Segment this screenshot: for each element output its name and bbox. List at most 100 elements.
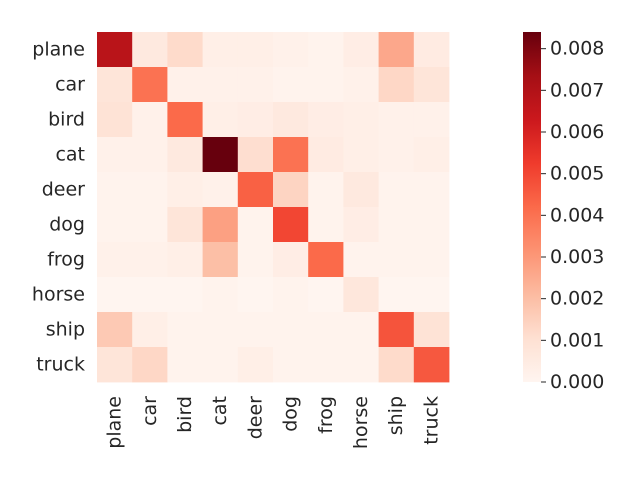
col-label-cat: cat bbox=[209, 396, 231, 426]
heatmap-cell-plane-bird bbox=[167, 32, 203, 68]
colorbar-ticks: 0.000 0.001 0.002 0.003 0.004 0.005 0.006 0.007… bbox=[541, 38, 604, 393]
heatmap-cell-truck-bird bbox=[167, 347, 203, 383]
colorbar-tick-label: 0.000 bbox=[550, 371, 604, 393]
heatmap-cell-bird-truck bbox=[413, 102, 450, 138]
heatmap-cell-car-deer bbox=[237, 67, 274, 103]
colorbar-tick-label: 0.007 bbox=[550, 79, 604, 101]
heatmap-cell-car-plane bbox=[97, 67, 133, 103]
heatmap-cell-dog-bird bbox=[167, 207, 203, 243]
colorbar-tick-label: 0.005 bbox=[550, 163, 604, 185]
heatmap-cell-ship-cat bbox=[202, 312, 239, 348]
heatmap-cells bbox=[97, 32, 450, 383]
heatmap-cell-car-bird bbox=[167, 67, 203, 103]
heatmap-cell-deer-deer bbox=[237, 172, 274, 208]
heatmap-cell-car-truck bbox=[413, 67, 450, 103]
heatmap-cell-car-horse bbox=[343, 67, 379, 103]
heatmap-cell-cat-car bbox=[132, 137, 168, 173]
heatmap-cell-horse-dog bbox=[273, 277, 309, 313]
heatmap-cell-deer-dog bbox=[273, 172, 309, 208]
row-label-truck: truck bbox=[36, 354, 85, 376]
colorbar-tick-label: 0.008 bbox=[550, 38, 604, 60]
col-label-bird: bird bbox=[174, 396, 196, 433]
heatmap-cell-frog-truck bbox=[413, 242, 450, 278]
heatmap-cell-cat-horse bbox=[343, 137, 379, 173]
heatmap-cell-bird-cat bbox=[202, 102, 239, 138]
heatmap-cell-deer-car bbox=[132, 172, 168, 208]
heatmap-cell-plane-truck bbox=[413, 32, 450, 68]
heatmap-cell-car-cat bbox=[202, 67, 239, 103]
heatmap-cell-truck-ship bbox=[378, 347, 415, 383]
heatmap-cell-horse-frog bbox=[308, 277, 344, 313]
heatmap-cell-cat-plane bbox=[97, 137, 133, 173]
heatmap-cell-horse-deer bbox=[237, 277, 274, 313]
heatmap-cell-horse-plane bbox=[97, 277, 133, 313]
row-label-horse: horse bbox=[32, 284, 85, 306]
heatmap-cell-bird-ship bbox=[378, 102, 415, 138]
heatmap-cell-ship-dog bbox=[273, 312, 309, 348]
col-label-horse: horse bbox=[350, 396, 372, 449]
column-tick-labels: plane car bird cat deer dog frog horse ship truck bbox=[104, 396, 443, 449]
colorbar-tick-label: 0.002 bbox=[550, 288, 604, 310]
heatmap-cell-horse-ship bbox=[378, 277, 415, 313]
heatmap-cell-deer-ship bbox=[378, 172, 415, 208]
heatmap-cell-ship-bird bbox=[167, 312, 203, 348]
heatmap-cell-truck-plane bbox=[97, 347, 133, 383]
heatmap-cell-horse-cat bbox=[202, 277, 239, 313]
heatmap-cell-bird-plane bbox=[97, 102, 133, 138]
heatmap-cell-dog-cat bbox=[202, 207, 239, 243]
heatmap-cell-plane-car bbox=[132, 32, 168, 68]
heatmap-cell-deer-cat bbox=[202, 172, 239, 208]
heatmap-cell-car-dog bbox=[273, 67, 309, 103]
row-label-dog: dog bbox=[49, 214, 85, 236]
heatmap-cell-truck-dog bbox=[273, 347, 309, 383]
heatmap-cell-bird-frog bbox=[308, 102, 344, 138]
heatmap-cell-bird-deer bbox=[237, 102, 274, 138]
heatmap-cell-plane-frog bbox=[308, 32, 344, 68]
heatmap-cell-frog-horse bbox=[343, 242, 379, 278]
heatmap-cell-frog-plane bbox=[97, 242, 133, 278]
row-tick-labels: plane car bird cat deer dog frog horse ship truck bbox=[32, 39, 85, 376]
row-label-cat: cat bbox=[55, 144, 85, 166]
heatmap-cell-frog-ship bbox=[378, 242, 415, 278]
col-label-frog: frog bbox=[315, 396, 337, 434]
heatmap-cell-truck-cat bbox=[202, 347, 239, 383]
heatmap-cell-bird-dog bbox=[273, 102, 309, 138]
heatmap-cell-cat-truck bbox=[413, 137, 450, 173]
heatmap-cell-dog-truck bbox=[413, 207, 450, 243]
col-label-dog: dog bbox=[280, 396, 302, 432]
heatmap-cell-horse-car bbox=[132, 277, 168, 313]
heatmap-cell-frog-dog bbox=[273, 242, 309, 278]
heatmap-cell-car-car bbox=[132, 67, 168, 103]
heatmap-cell-frog-deer bbox=[237, 242, 274, 278]
heatmap-cell-car-frog bbox=[308, 67, 344, 103]
heatmap-cell-dog-frog bbox=[308, 207, 344, 243]
heatmap-cell-frog-bird bbox=[167, 242, 203, 278]
heatmap-cell-plane-deer bbox=[237, 32, 274, 68]
row-label-frog: frog bbox=[47, 249, 85, 271]
colorbar-tick-label: 0.001 bbox=[550, 329, 604, 351]
heatmap-cell-frog-frog bbox=[308, 242, 344, 278]
heatmap-cell-horse-bird bbox=[167, 277, 203, 313]
colorbar-tick-label: 0.004 bbox=[550, 204, 604, 226]
heatmap-cell-bird-horse bbox=[343, 102, 379, 138]
heatmap-cell-ship-car bbox=[132, 312, 168, 348]
colorbar bbox=[523, 32, 541, 382]
colorbar-tick-label: 0.003 bbox=[550, 246, 604, 268]
heatmap-cell-cat-bird bbox=[167, 137, 203, 173]
col-label-deer: deer bbox=[244, 396, 266, 439]
heatmap-cell-cat-frog bbox=[308, 137, 344, 173]
heatmap-cell-truck-deer bbox=[237, 347, 274, 383]
row-label-ship: ship bbox=[46, 319, 85, 341]
colorbar-tick-label: 0.006 bbox=[550, 121, 604, 143]
heatmap-cell-ship-ship bbox=[378, 312, 415, 348]
heatmap-cell-deer-bird bbox=[167, 172, 203, 208]
heatmap-cell-plane-horse bbox=[343, 32, 379, 68]
heatmap-cell-cat-ship bbox=[378, 137, 415, 173]
heatmap-cell-truck-car bbox=[132, 347, 168, 383]
row-label-plane: plane bbox=[32, 39, 85, 61]
heatmap-cell-frog-cat bbox=[202, 242, 239, 278]
heatmap-cell-ship-deer bbox=[237, 312, 274, 348]
heatmap-cell-bird-car bbox=[132, 102, 168, 138]
heatmap-cell-deer-truck bbox=[413, 172, 450, 208]
heatmap-cell-truck-frog bbox=[308, 347, 344, 383]
